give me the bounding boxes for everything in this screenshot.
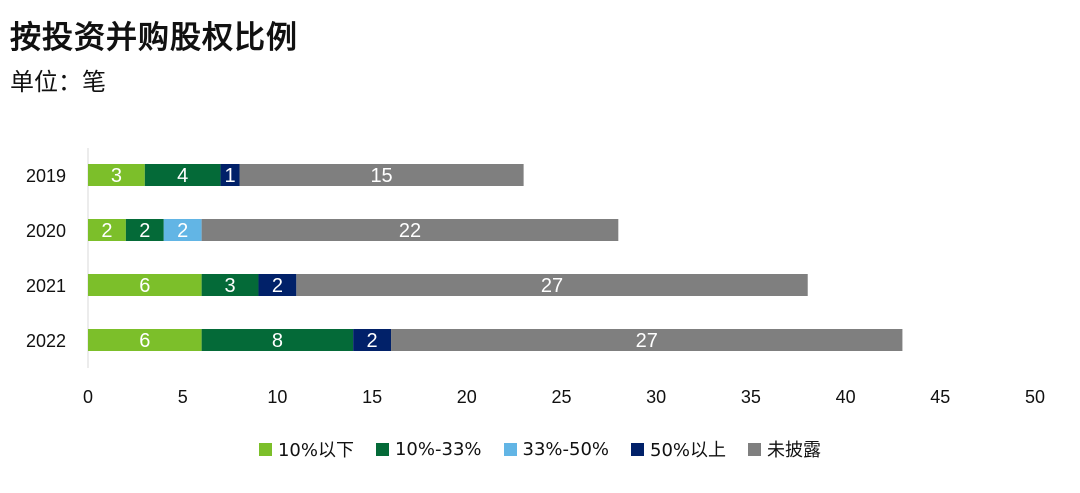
legend-label: 50%以上: [650, 440, 727, 461]
data-label: 1: [224, 165, 235, 187]
bar-segment: [391, 329, 903, 351]
data-label: 3: [224, 275, 235, 297]
data-label: 27: [541, 275, 563, 297]
legend-swatch: [631, 442, 645, 456]
bar-segment: [88, 274, 202, 296]
data-label: 8: [272, 330, 283, 352]
bar-segment: [220, 164, 240, 186]
data-label: 15: [370, 165, 392, 187]
data-label: 2: [177, 220, 188, 242]
y-tick-label: 2021: [26, 276, 66, 296]
x-tick-label: 5: [178, 387, 188, 407]
bar-segment: [201, 219, 619, 241]
x-tick-label: 50: [1025, 387, 1045, 407]
legend-label: 10%以下: [277, 440, 354, 461]
bar-segment: [88, 219, 126, 241]
data-label: 2: [367, 330, 378, 352]
x-tick-label: 10: [267, 387, 287, 407]
legend-swatch: [258, 442, 272, 456]
legend-label: 33%-50%: [522, 438, 610, 460]
bar-segment: [201, 329, 354, 351]
bar-segment: [201, 274, 259, 296]
legend-swatch: [503, 442, 517, 456]
legend-item: 未披露: [748, 436, 821, 462]
bar-segment: [144, 164, 221, 186]
data-label: 6: [139, 275, 150, 297]
legend-label: 未披露: [767, 440, 822, 461]
legend: 10%以下 10%-33% 33%-50% 50%以上 未披露: [0, 436, 1080, 462]
data-label: 2: [272, 275, 283, 297]
legend-swatch: [748, 442, 762, 456]
data-label: 4: [177, 165, 188, 187]
chart-subtitle: 单位：笔: [10, 68, 106, 96]
bar-segment: [125, 219, 164, 241]
x-tick-label: 35: [741, 387, 761, 407]
legend-item: 33%-50%: [503, 436, 610, 462]
x-tick-label: 45: [930, 387, 950, 407]
y-tick-label: 2020: [26, 221, 66, 241]
x-tick-label: 25: [551, 387, 571, 407]
legend-item: 50%以上: [631, 436, 726, 462]
legend-item: 10%以下: [258, 436, 354, 462]
y-tick-label: 2019: [26, 166, 66, 186]
bar-segment: [296, 274, 808, 296]
legend-item: 10%-33%: [375, 436, 482, 462]
x-tick-label: 0: [83, 387, 93, 407]
x-tick-label: 40: [836, 387, 856, 407]
data-label: 3: [111, 165, 122, 187]
x-tick-label: 15: [362, 387, 382, 407]
bar-segment: [163, 219, 202, 241]
y-tick-label: 2022: [26, 331, 66, 351]
bar-segment: [258, 274, 297, 296]
data-label: 22: [399, 220, 421, 242]
bar-segment: [239, 164, 524, 186]
bar-segment: [88, 164, 145, 186]
data-label: 2: [139, 220, 150, 242]
data-label: 6: [139, 330, 150, 352]
data-label: 27: [636, 330, 658, 352]
x-tick-label: 30: [646, 387, 666, 407]
x-tick-label: 20: [457, 387, 477, 407]
legend-swatch: [375, 442, 389, 456]
chart-title: 按投资并购股权比例: [10, 20, 298, 56]
data-label: 2: [101, 220, 112, 242]
bar-segment: [353, 329, 392, 351]
legend-label: 10%-33%: [394, 438, 482, 460]
bar-segment: [88, 329, 202, 351]
